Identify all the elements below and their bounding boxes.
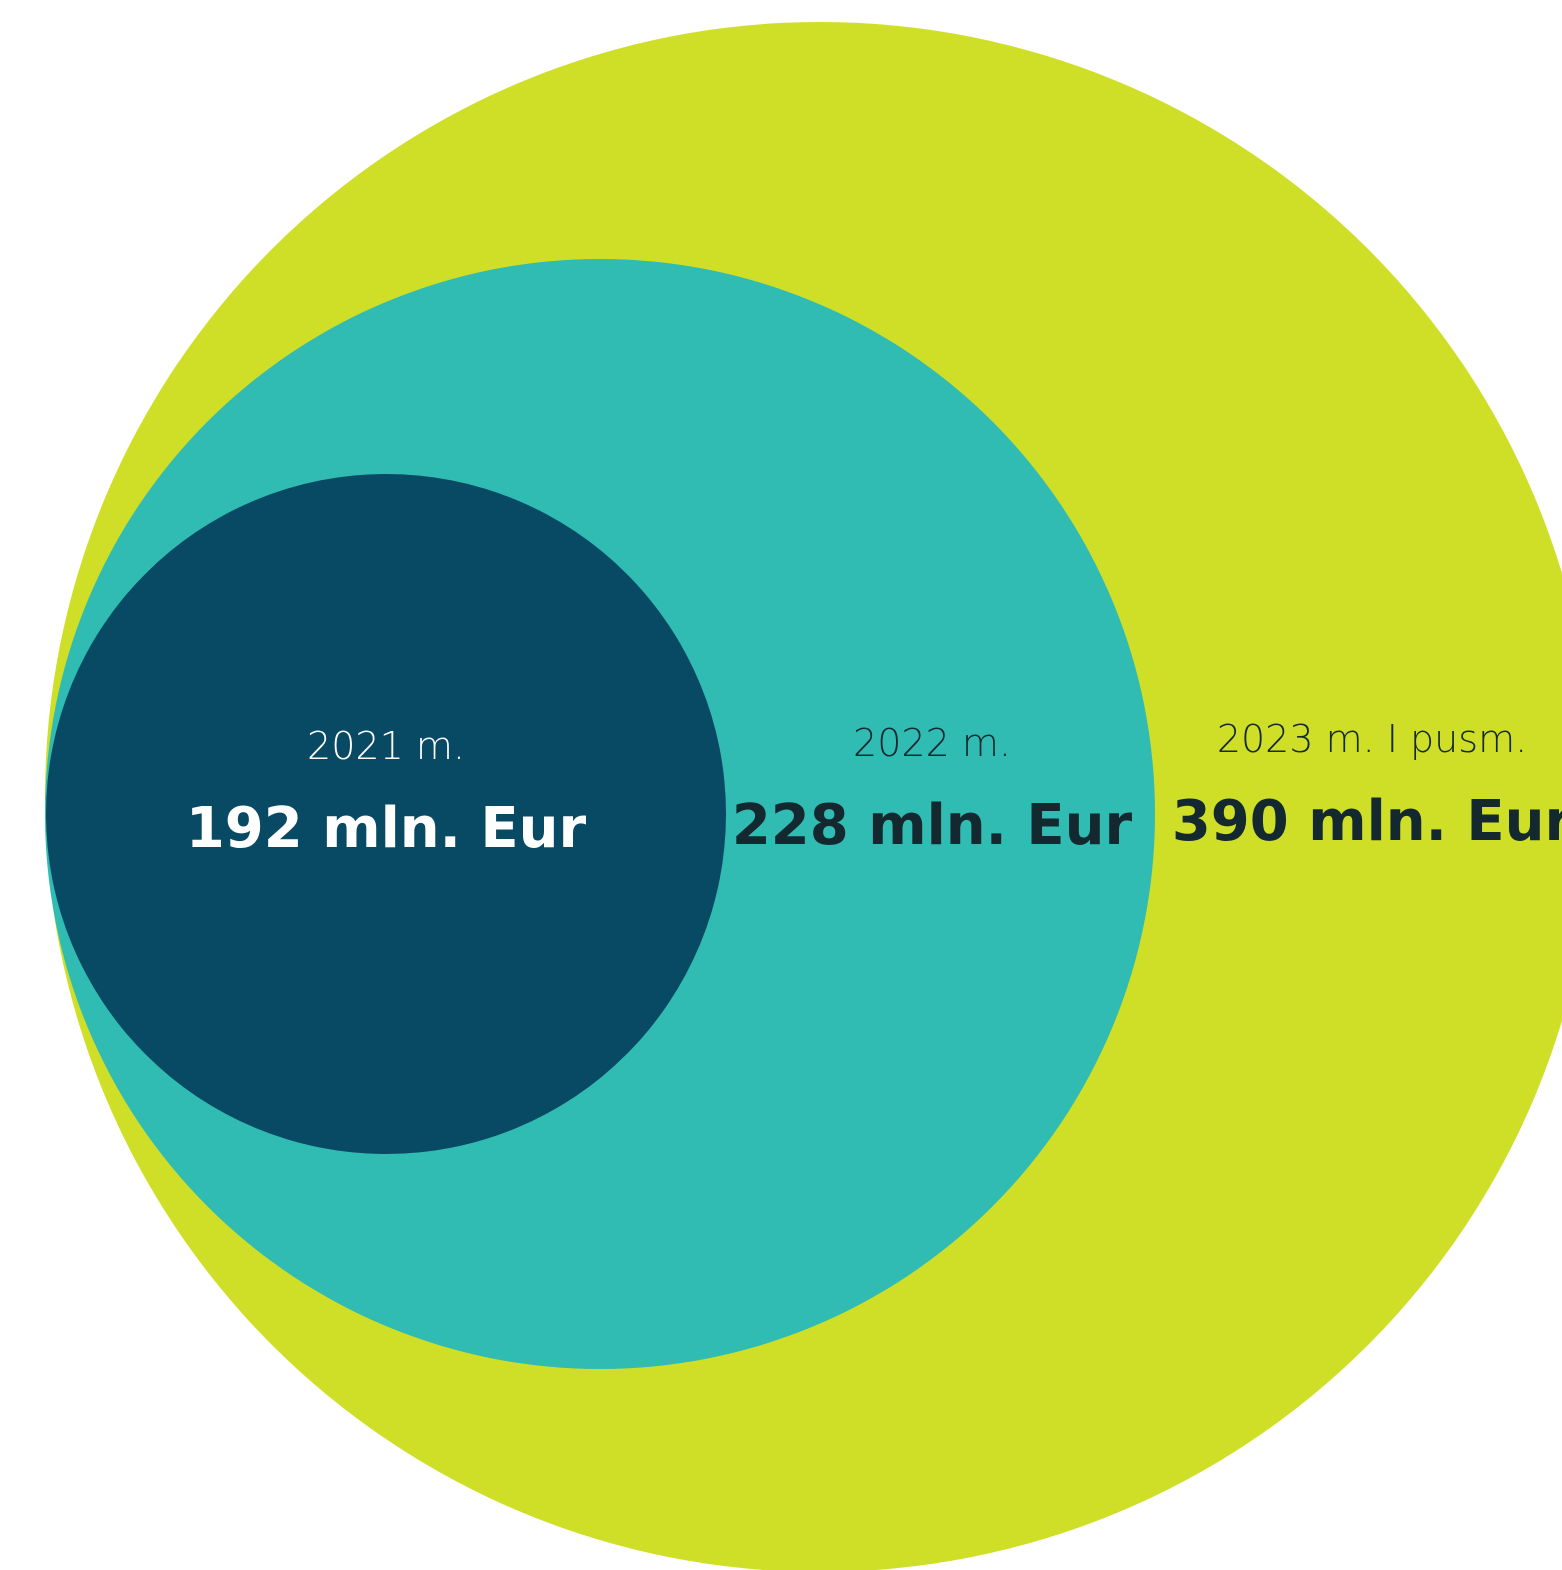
bubble	[46, 474, 726, 1154]
value-label: 192 mln. Eur	[186, 796, 587, 861]
category-label: 2023 m. I pusm.	[1217, 717, 1527, 761]
value-label: 390 mln. Eur	[1172, 789, 1562, 854]
category-label: 2022 m.	[853, 721, 1011, 765]
category-label: 2021 m.	[307, 724, 465, 768]
value-label: 228 mln. Eur	[732, 793, 1133, 858]
